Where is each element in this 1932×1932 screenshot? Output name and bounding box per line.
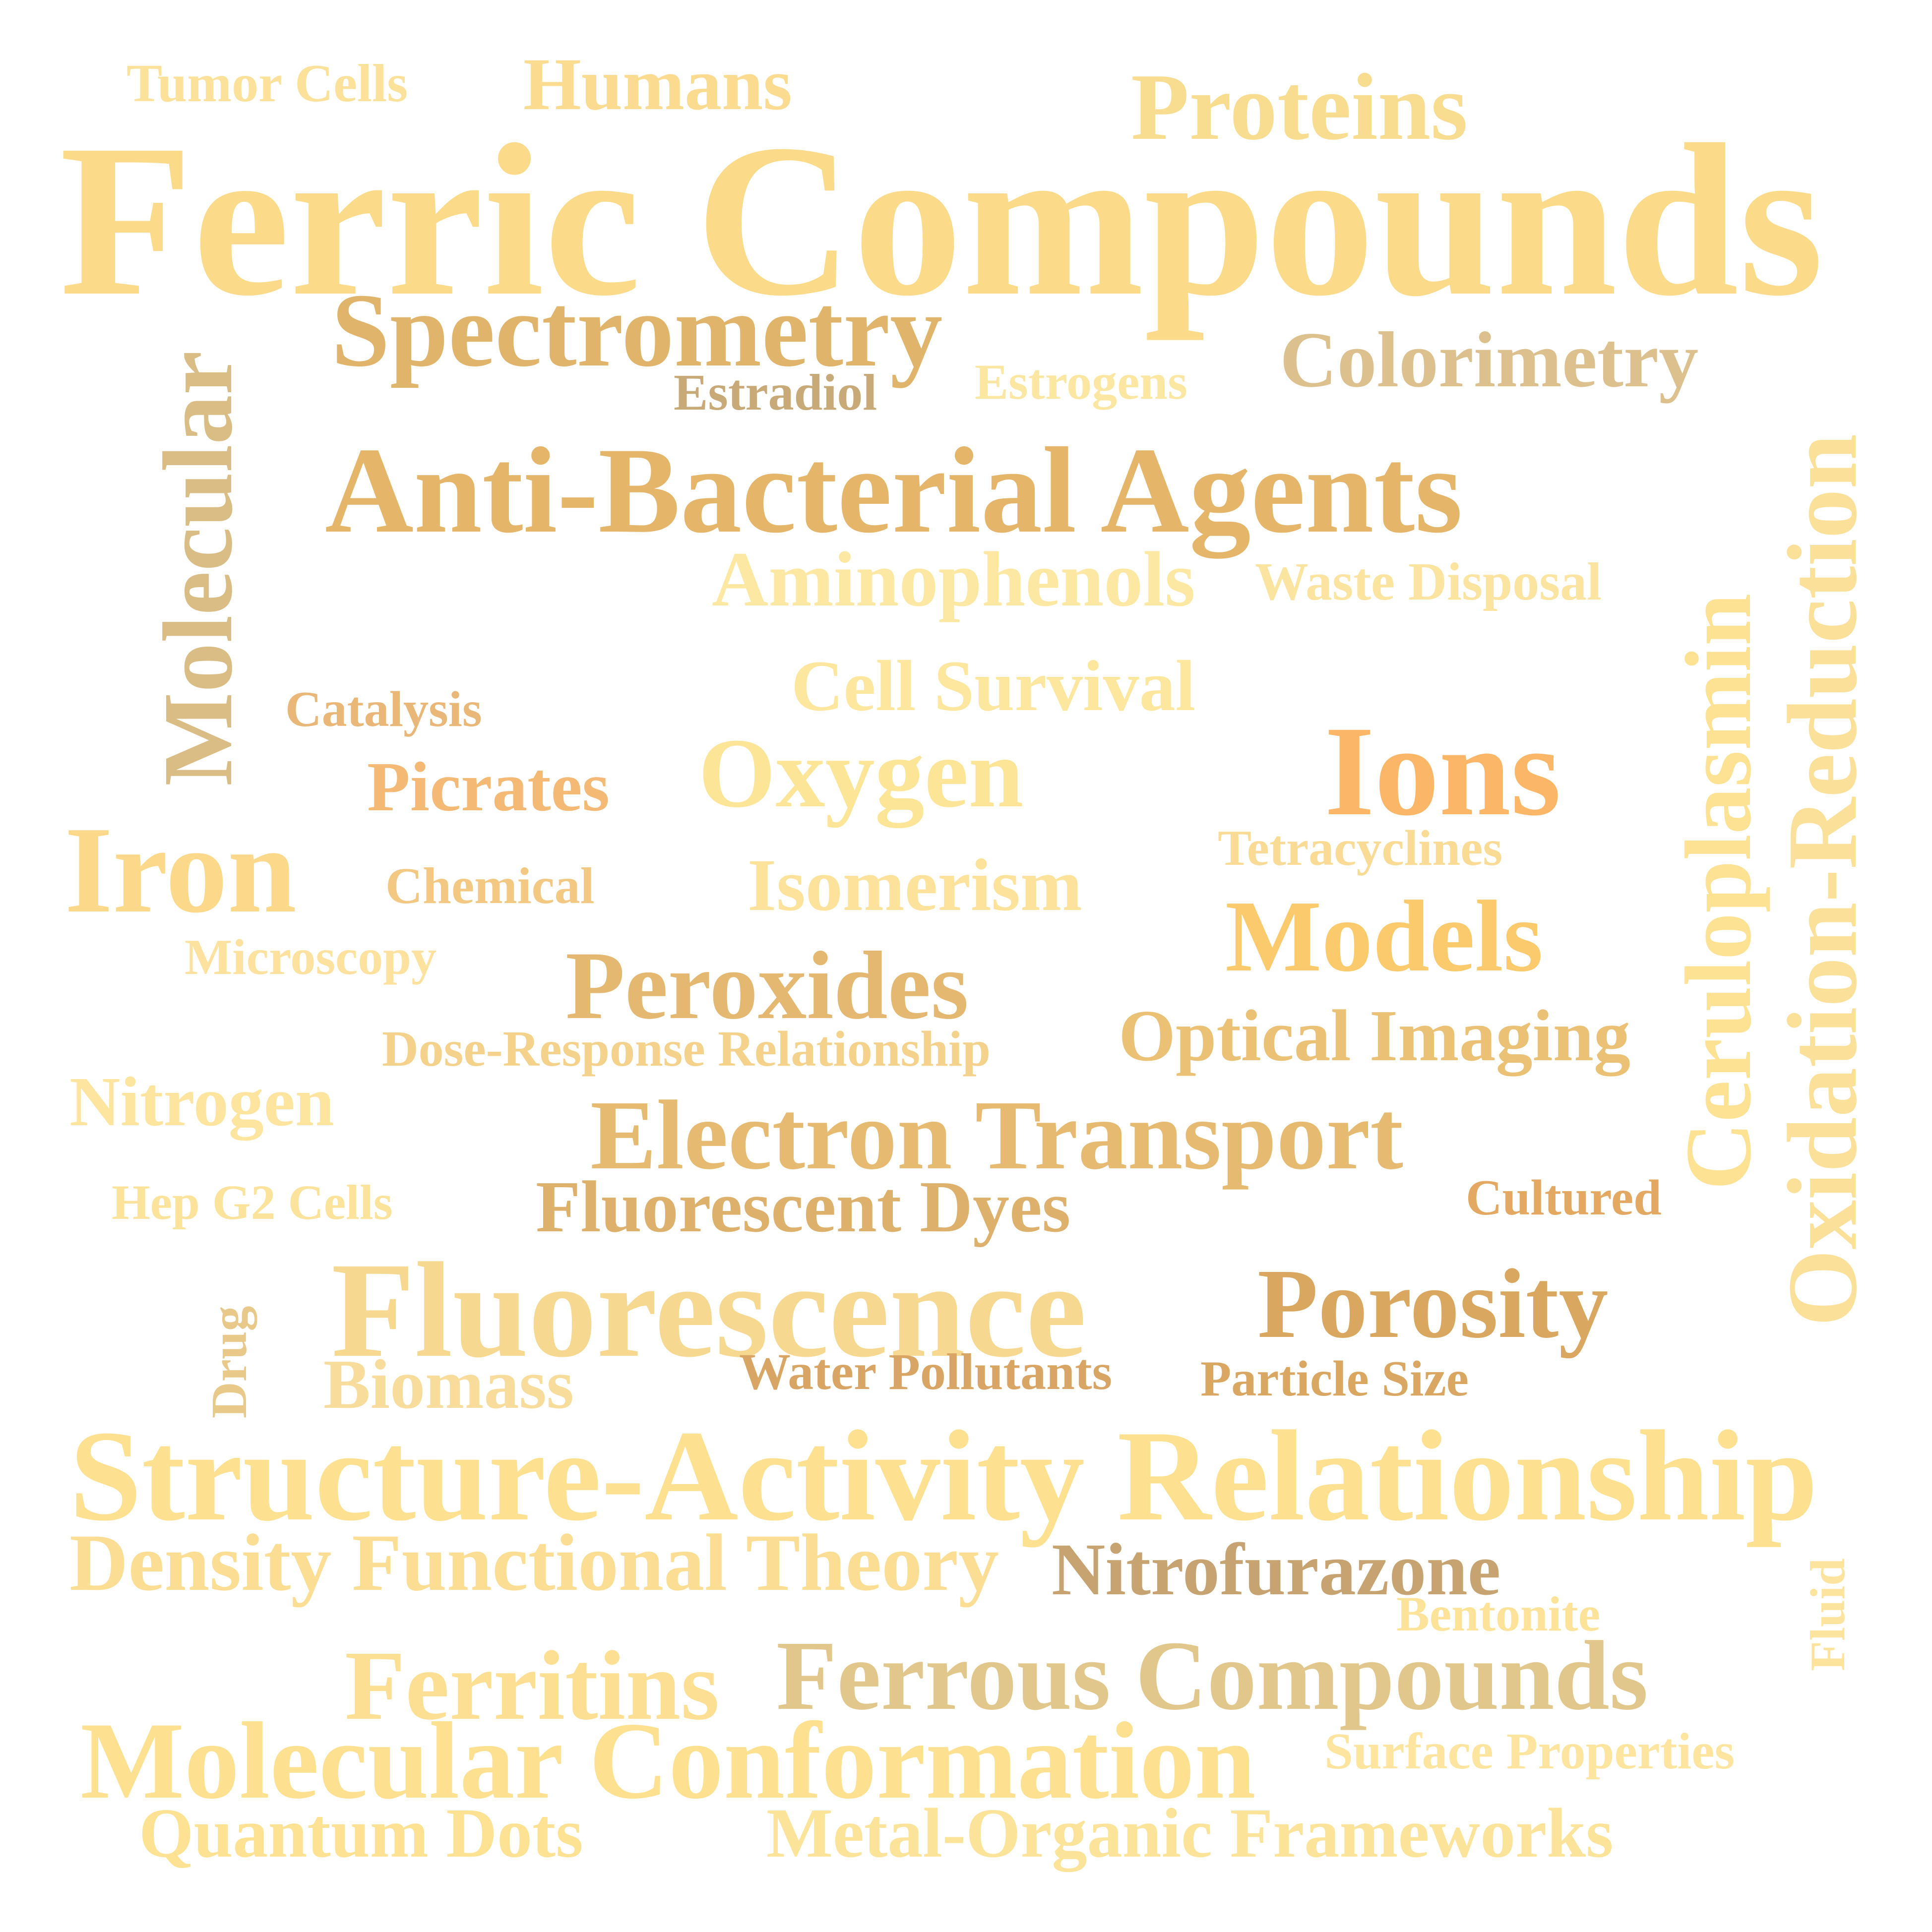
word-ions: Ions (1324, 700, 1561, 843)
word-fluorescence: Fluorescence (331, 1235, 1087, 1386)
word-oxidation-reduction: Oxidation-Reduction (1768, 433, 1877, 1327)
word-anti-bacterial-agents: Anti-Bacterial Agents (325, 422, 1463, 558)
word-optical-imaging: Optical Imaging (1119, 995, 1630, 1077)
word-colorimetry: Colorimetry (1280, 315, 1699, 404)
word-ferric-compounds: Ferric Compounds (60, 100, 1824, 341)
word-bentonite: Bentonite (1396, 1586, 1601, 1641)
word-particle-size: Particle Size (1200, 1351, 1469, 1407)
word-dose-response-relationship: Dose-Response Relationship (382, 1021, 991, 1077)
word-molecular: Molecular (143, 351, 253, 786)
word-tumor-cells: Tumor Cells (126, 54, 408, 113)
word-metal-organic-frameworks: Metal-Organic Frameworks (766, 1794, 1614, 1872)
word-molecular-conformation: Molecular Conformation (80, 1700, 1256, 1822)
word-iron: Iron (64, 801, 297, 939)
word-nitrofurazone: Nitrofurazone (1052, 1528, 1501, 1611)
word-ferrous-compounds: Ferrous Compounds (776, 1621, 1648, 1731)
word-ferritins: Ferritins (345, 1631, 720, 1741)
word-biomass: Biomass (323, 1345, 574, 1423)
word-quantum-dots: Quantum Dots (139, 1794, 583, 1872)
word-surface-properties: Surface Properties (1324, 1723, 1735, 1780)
word-spectrometry: Spectrometry (331, 272, 943, 388)
word-cell-survival: Cell Survival (791, 646, 1196, 726)
word-drug: Drug (201, 1306, 257, 1418)
word-cultured: Cultured (1466, 1170, 1662, 1226)
word-nitrogen: Nitrogen (69, 1062, 334, 1141)
word-hep-g2-cells: Hep G2 Cells (112, 1175, 393, 1230)
word-peroxides: Peroxides (565, 932, 969, 1039)
word-waste-disposal: Waste Disposal (1255, 552, 1602, 611)
word-picrates: Picrates (367, 747, 610, 826)
word-density-functional-theory: Density Functional Theory (69, 1518, 999, 1608)
word-chemical: Chemical (385, 857, 595, 914)
word-humans: Humans (523, 43, 792, 125)
word-estrogens: Estrogens (975, 354, 1187, 410)
word-proteins: Proteins (1131, 54, 1468, 160)
word-ceruloplasmin: Ceruloplasmin (1667, 593, 1771, 1190)
word-estradiol: Estradiol (674, 364, 877, 421)
word-aminophenols: Aminophenols (712, 536, 1195, 623)
word-structure-activity-relationship: Structure-Activity Relationship (69, 1404, 1818, 1548)
word-porosity: Porosity (1257, 1249, 1609, 1359)
word-fluid: Fluid (1800, 1558, 1855, 1671)
word-oxygen: Oxygen (698, 719, 1024, 828)
word-catalysis: Catalysis (285, 681, 482, 737)
word-fluorescent-dyes: Fluorescent Dyes (536, 1166, 1071, 1248)
word-water-pollutants: Water Pollutants (739, 1343, 1113, 1400)
word-electron-transport: Electron Transport (590, 1081, 1403, 1190)
word-models: Models (1225, 879, 1543, 993)
word-tetracyclines: Tetracyclines (1218, 820, 1503, 876)
word-microscopy: Microscopy (185, 929, 437, 985)
word-isomerism: Isomerism (748, 844, 1082, 926)
